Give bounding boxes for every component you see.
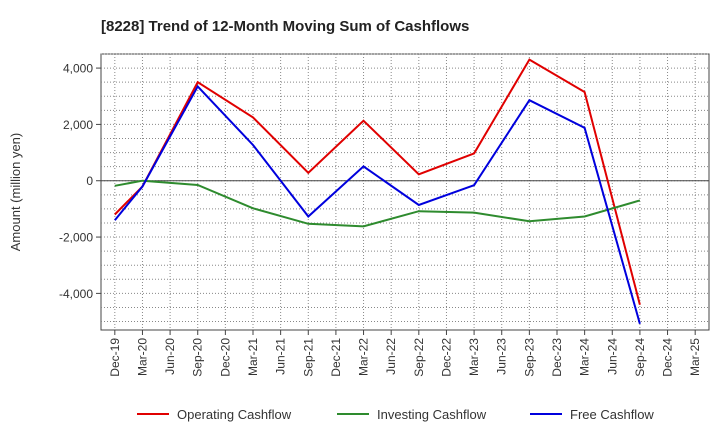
y-tick-label: 0 <box>86 174 93 188</box>
series-lines <box>114 58 641 325</box>
free-cashflow-legend-label: Free Cashflow <box>570 407 654 422</box>
investing-cashflow-legend-label: Investing Cashflow <box>377 407 487 422</box>
x-tick-label: Sep-24 <box>633 338 647 377</box>
x-tick-label: Sep-21 <box>301 338 315 377</box>
y-axis-label: Amount (million yen) <box>8 133 23 252</box>
x-tick-label: Dec-19 <box>108 338 122 377</box>
x-tick-label: Mar-23 <box>467 338 481 376</box>
x-tick-label: Dec-22 <box>439 338 453 377</box>
x-tick-label: Dec-23 <box>550 338 564 377</box>
x-tick-label: Jun-20 <box>163 338 177 375</box>
y-tick-label: -2,000 <box>59 231 93 245</box>
x-tick-label: Mar-25 <box>688 338 702 376</box>
free-cashflow-line <box>114 84 641 325</box>
x-tick-label: Jun-23 <box>495 338 509 375</box>
investing-cashflow-line <box>114 179 641 228</box>
x-tick-label: Dec-21 <box>329 338 343 377</box>
operating-cashflow-line <box>114 58 641 305</box>
x-tick-label: Dec-24 <box>661 338 675 377</box>
grid-lines <box>101 53 709 330</box>
operating-cashflow-legend-label: Operating Cashflow <box>177 407 292 422</box>
chart-title: [8228] Trend of 12-Month Moving Sum of C… <box>101 18 469 35</box>
x-tick-label: Jun-24 <box>605 338 619 375</box>
x-tick-label: Sep-23 <box>522 338 536 377</box>
x-tick-label: Mar-24 <box>578 338 592 376</box>
x-tick-label: Mar-21 <box>246 338 260 376</box>
x-tick-label: Mar-20 <box>135 338 149 376</box>
x-tick-label: Jun-21 <box>274 338 288 375</box>
y-tick-label: 4,000 <box>63 62 93 76</box>
y-axis-ticks: -4,000 -2,000 0 2,000 4,000 <box>59 62 101 301</box>
y-tick-label: -4,000 <box>59 287 93 301</box>
y-tick-label: 2,000 <box>63 118 93 132</box>
x-axis-ticks: Dec-19 Mar-20 Jun-20 Sep-20 Dec-20 Mar-21 Jun-… <box>108 330 702 377</box>
x-tick-label: Sep-20 <box>191 338 205 377</box>
plot-area <box>100 53 710 331</box>
x-tick-label: Mar-22 <box>357 338 371 376</box>
x-tick-label: Jun-22 <box>384 338 398 375</box>
legend: Operating Cashflow Investing Cashflow Free… <box>137 407 654 422</box>
x-tick-label: Sep-22 <box>412 338 426 377</box>
x-tick-label: Dec-20 <box>218 338 232 377</box>
